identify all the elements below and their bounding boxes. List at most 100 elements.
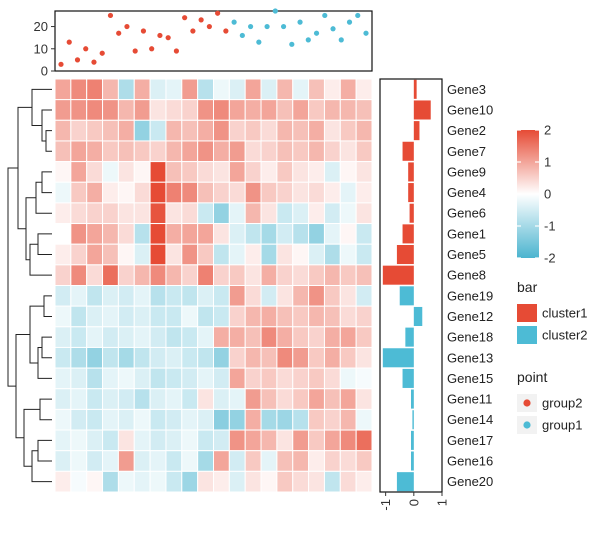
heatmap-cell xyxy=(149,367,167,390)
bar-mark xyxy=(413,306,423,326)
heatmap-cell xyxy=(133,470,151,493)
heatmap-cell xyxy=(117,346,135,369)
heatmap-cell xyxy=(355,181,373,204)
heatmap-cell xyxy=(102,367,119,390)
heatmap-cell xyxy=(228,305,246,328)
legend-swatch xyxy=(523,399,531,407)
point-mark xyxy=(116,30,122,36)
heatmap-cell xyxy=(260,161,278,183)
legend-label: cluster2 xyxy=(542,328,588,343)
heatmap-cell xyxy=(102,202,119,225)
point-mark xyxy=(132,48,138,54)
heatmap-cell xyxy=(228,470,246,493)
heatmap-cell xyxy=(54,305,72,328)
heatmap-cell xyxy=(165,367,183,390)
heatmap-cell xyxy=(260,408,278,431)
heatmap-cell xyxy=(54,429,72,452)
heatmap-cell xyxy=(213,470,230,493)
heatmap-cell xyxy=(292,202,310,225)
heatmap-cell xyxy=(197,223,214,245)
heatmap-cell xyxy=(133,223,151,245)
heatmap-cell xyxy=(323,408,341,431)
color-scale-tick-label: -2 xyxy=(544,251,556,266)
heatmap-cell xyxy=(339,388,357,410)
heatmap-cell xyxy=(355,264,373,287)
bar-mark xyxy=(411,430,414,450)
heatmap-cell xyxy=(260,346,278,369)
heatmap-cell xyxy=(197,140,214,163)
bar-mark xyxy=(413,79,417,99)
heatmap-cell xyxy=(276,264,294,287)
heatmap-cell xyxy=(276,181,294,204)
heatmap-cell xyxy=(86,264,104,287)
heatmap-cell xyxy=(228,243,246,266)
gene-label: Gene18 xyxy=(447,330,493,345)
heatmap-cell xyxy=(86,346,104,369)
point-mark xyxy=(215,10,221,16)
legend-title: bar xyxy=(517,279,538,295)
heatmap-cell xyxy=(339,78,357,101)
heatmap-cell xyxy=(308,264,325,287)
heatmap-cell xyxy=(133,285,151,307)
heatmap-cell xyxy=(260,285,278,307)
point-mark xyxy=(206,23,212,30)
point-mark xyxy=(289,41,295,47)
heatmap-cell xyxy=(70,285,88,307)
heatmap-cell xyxy=(244,305,262,328)
heatmap-cell xyxy=(86,223,104,245)
heatmap-cell xyxy=(165,243,183,266)
point-mark xyxy=(124,23,130,30)
heatmap-cell xyxy=(70,161,88,183)
heatmap-cell xyxy=(149,223,167,245)
heatmap-cell xyxy=(276,408,294,431)
color-scale-legend: 2 1 0 -1 -2 xyxy=(517,123,556,266)
gene-labels: Gene3 Gene10 Gene2 Gene7 Gene9 Gene4 Gene6 Gene… xyxy=(447,82,493,489)
heatmap-cell xyxy=(181,119,199,142)
heatmap-cell xyxy=(260,305,278,328)
heatmap-cell xyxy=(292,346,310,369)
heatmap-cell xyxy=(197,181,214,204)
heatmap-cell xyxy=(355,202,373,225)
heatmap-cell xyxy=(292,305,310,328)
heatmap-cell xyxy=(149,450,167,472)
heatmap-cell xyxy=(133,181,151,204)
heatmap-cell xyxy=(276,429,294,452)
point-mark xyxy=(363,30,369,36)
heatmap-cell xyxy=(165,388,183,410)
gene-label: Gene14 xyxy=(447,412,493,427)
color-scale-tick-label: 2 xyxy=(544,123,551,138)
legend-label: cluster1 xyxy=(542,306,588,321)
heatmap-cell xyxy=(276,161,294,183)
heatmap-cell xyxy=(308,202,325,225)
heatmap-cell xyxy=(276,388,294,410)
heatmap-cell xyxy=(260,78,278,101)
heatmap-cell xyxy=(197,202,214,225)
heatmap-cell xyxy=(292,161,310,183)
heatmap-cell xyxy=(181,367,199,390)
heatmap-cell xyxy=(133,408,151,431)
heatmap-cell xyxy=(102,346,119,369)
heatmap-cell xyxy=(149,202,167,225)
heatmap-cell xyxy=(197,429,214,452)
heatmap-cell xyxy=(54,140,72,163)
heatmap-cell xyxy=(244,202,262,225)
heatmap-cell xyxy=(86,450,104,472)
heatmap-cell xyxy=(228,285,246,307)
heatmap-cell xyxy=(308,326,325,348)
gene-label: Gene4 xyxy=(447,185,486,200)
heatmap-cell xyxy=(228,346,246,369)
color-scale-bar xyxy=(517,130,539,258)
heatmap-cell xyxy=(117,78,135,101)
heatmap-cell xyxy=(292,450,310,472)
heatmap-cell xyxy=(102,450,119,472)
legend-label: group2 xyxy=(542,396,582,411)
legend-label: group1 xyxy=(542,418,582,433)
heatmap-cell xyxy=(86,99,104,121)
heatmap-cell xyxy=(323,388,341,410)
heatmap-cell xyxy=(102,161,119,183)
heatmap-cell xyxy=(213,99,230,121)
bar-mark xyxy=(413,121,420,141)
point-panel-border xyxy=(54,10,373,72)
heatmap-cell xyxy=(260,367,278,390)
